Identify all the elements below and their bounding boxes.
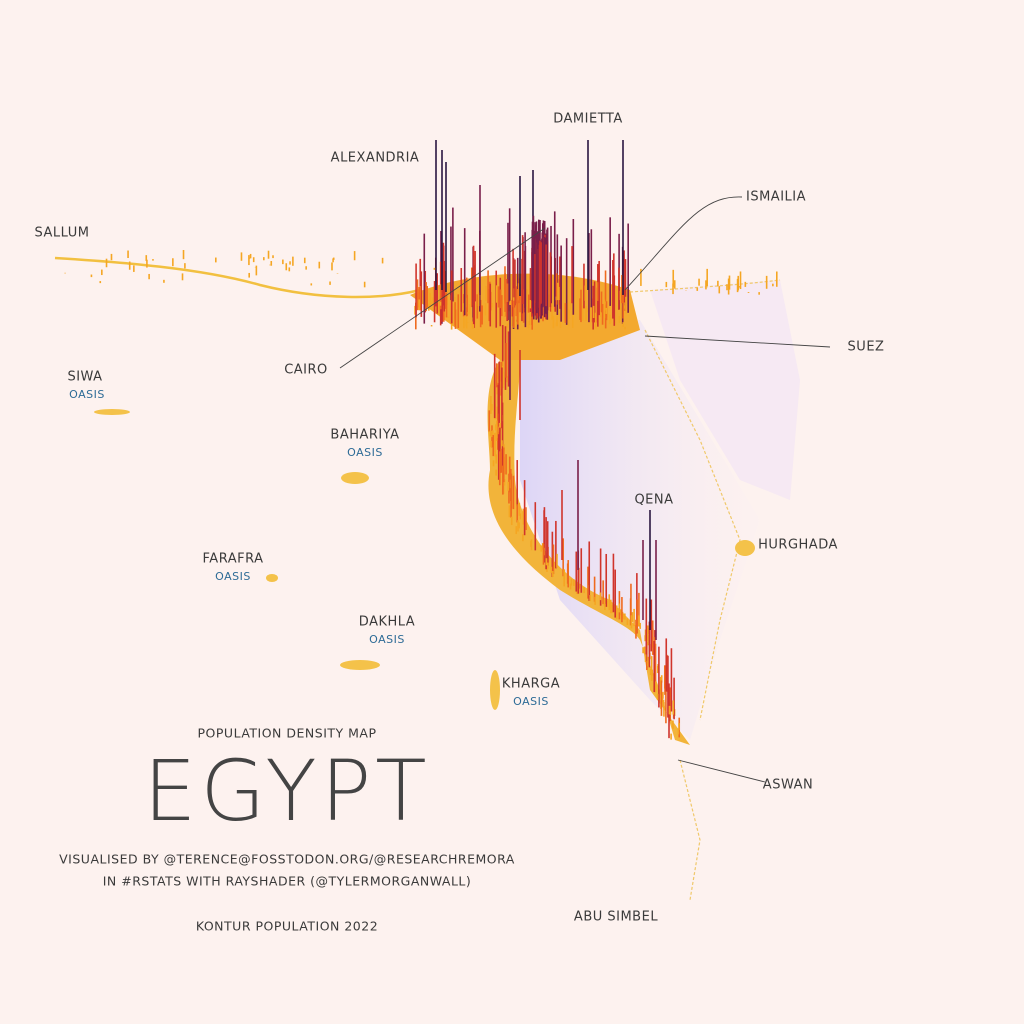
place-label: CAIRO xyxy=(284,363,328,378)
credit: VISUALISED BY @TERENCE@FOSSTODON.ORG/@RE… xyxy=(59,852,515,867)
place-note: OASIS xyxy=(347,446,383,459)
leader-line xyxy=(624,196,743,291)
oasis-patch xyxy=(490,670,500,710)
leader-line xyxy=(339,227,546,369)
oasis-patch xyxy=(266,574,278,582)
place-label: KHARGA xyxy=(502,677,560,692)
oasis-patch xyxy=(94,409,130,415)
sinai-shadow xyxy=(650,280,800,500)
title: EGYPT xyxy=(143,742,430,840)
leader-line xyxy=(644,335,831,348)
oasis-patch xyxy=(340,660,380,670)
credit: IN #RSTATS WITH RAYSHADER (@TYLERMORGANW… xyxy=(103,874,472,889)
place-label: ISMAILIA xyxy=(746,190,806,205)
density-spikes xyxy=(64,140,778,740)
roads xyxy=(629,279,781,901)
place-note: OASIS xyxy=(369,633,405,646)
leader-line xyxy=(677,759,766,783)
place-label: SIWA xyxy=(67,370,102,385)
place-label: QENA xyxy=(634,493,673,508)
nile-valley xyxy=(487,360,690,745)
place-label: SUEZ xyxy=(848,340,885,355)
oasis-patch xyxy=(735,540,755,556)
place-note: OASIS xyxy=(69,388,105,401)
place-label: ALEXANDRIA xyxy=(331,151,420,166)
place-label: HURGHADA xyxy=(758,538,838,553)
coast xyxy=(54,256,421,299)
shadow xyxy=(520,320,760,740)
place-label: SALLUM xyxy=(35,226,90,241)
place-label: ABU SIMBEL xyxy=(574,910,658,925)
place-note: OASIS xyxy=(513,695,549,708)
place-label: BAHARIYA xyxy=(330,428,399,443)
place-label: ASWAN xyxy=(763,778,813,793)
oasis-patch xyxy=(341,472,369,484)
kicker: POPULATION DENSITY MAP xyxy=(198,726,377,741)
place-label: DAMIETTA xyxy=(553,112,622,127)
source: KONTUR POPULATION 2022 xyxy=(196,919,378,934)
oases xyxy=(94,409,755,710)
place-note: OASIS xyxy=(215,570,251,583)
place-label: DAKHLA xyxy=(359,615,415,630)
place-label: FARAFRA xyxy=(203,552,264,567)
